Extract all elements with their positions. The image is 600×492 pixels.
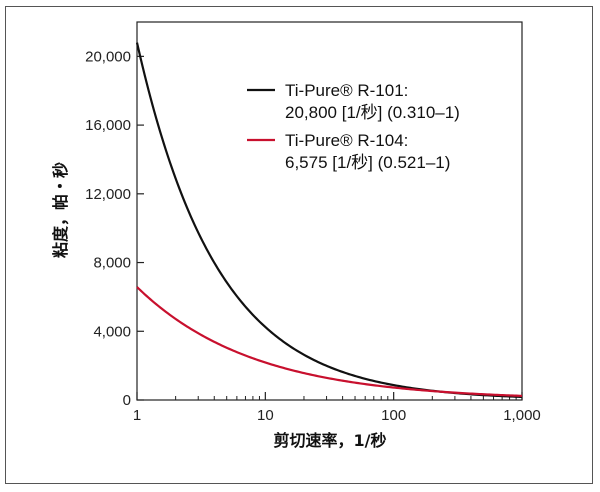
series-line-r104 [136,286,523,397]
legend-label-r101: Ti-Pure® R-101: [285,81,408,100]
plot-area [136,21,523,401]
x-axis-title: 剪切速率，1/秒 [274,431,387,450]
x-tick-label: 1 [133,407,141,424]
y-tick-label: 20,000 [85,48,131,65]
x-tick-label: 100 [381,407,406,424]
chart-frame [5,6,593,484]
y-tick-label: 0 [123,392,131,409]
y-tick-label: 12,000 [85,186,131,203]
legend-label-r104: Ti-Pure® R-104: [285,131,408,150]
y-tick-label: 16,000 [85,117,131,134]
legend-detail-r101: 20,800 [1/秒] (0.310–1) [285,103,460,122]
y-axis-title: 粘度，帕・秒 [51,162,70,258]
x-tick-label: 10 [257,407,274,424]
legend-detail-r104: 6,575 [1/秒] (0.521–1) [285,153,450,172]
y-tick-label: 8,000 [93,255,131,272]
y-tick-label: 4,000 [93,323,131,340]
x-tick-label: 1,000 [503,407,541,424]
legend: Ti-Pure® R-101: 20,800 [1/秒] (0.310–1) T… [247,81,460,172]
